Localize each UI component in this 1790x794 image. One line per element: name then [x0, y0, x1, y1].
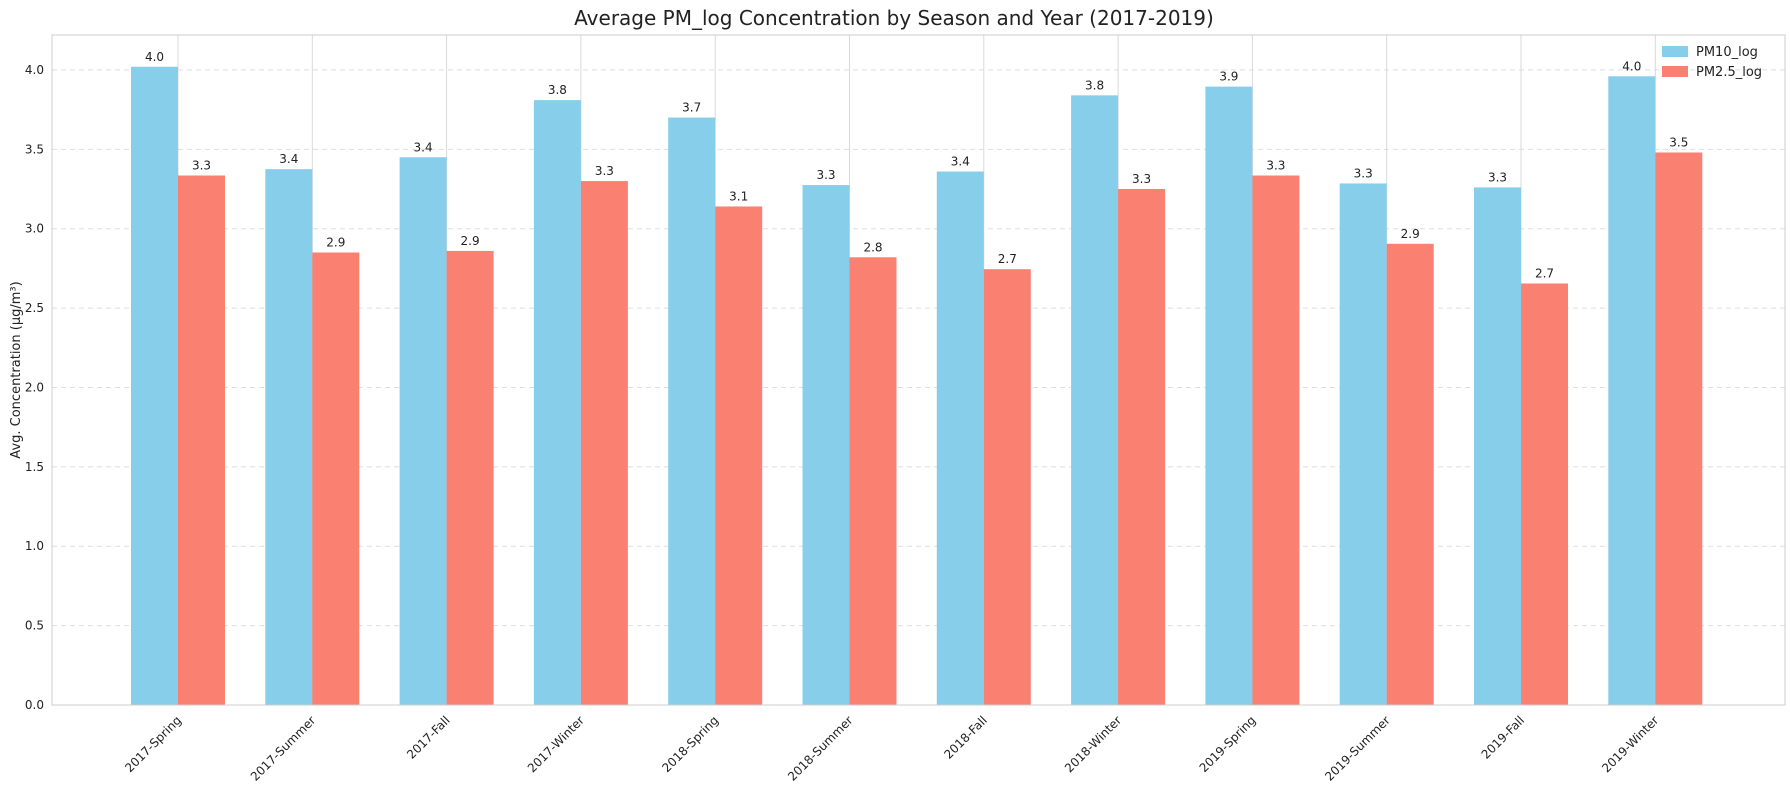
- x-tick-label: 2019-Summer: [1322, 713, 1393, 784]
- data-label: 3.3: [192, 159, 211, 173]
- bar-pm2-5-log: [1521, 283, 1568, 705]
- data-label: 2.7: [998, 252, 1017, 266]
- x-tick-label: 2018-Fall: [941, 713, 990, 762]
- chart-title: Average PM_log Concentration by Season a…: [574, 6, 1214, 30]
- data-label: 3.3: [1354, 166, 1373, 180]
- data-label: 3.4: [951, 155, 970, 169]
- data-label: 3.3: [1266, 159, 1285, 173]
- bar-pm2-5-log: [715, 206, 763, 706]
- data-label: 3.7: [682, 101, 701, 115]
- x-tick-label: 2017-Summer: [248, 713, 319, 784]
- data-label: 3.8: [1085, 78, 1104, 92]
- y-tick-label: 2.0: [25, 380, 44, 394]
- bar-pm10-log: [533, 100, 581, 705]
- x-tick-label: 2018-Winter: [1062, 713, 1124, 775]
- bar-pm2-5-log: [983, 269, 1031, 705]
- bar-pm2-5-log: [580, 181, 628, 705]
- data-label: 3.5: [1669, 135, 1688, 149]
- x-tick-label: 2017-Spring: [122, 713, 184, 775]
- data-label: 3.8: [548, 83, 567, 97]
- data-label: 3.3: [595, 164, 614, 178]
- data-label: 3.4: [414, 140, 433, 154]
- y-tick-label: 4.0: [25, 63, 44, 77]
- bar-pm2-5-log: [1118, 189, 1166, 705]
- x-tick-label: 2018-Summer: [785, 713, 856, 784]
- legend-label: PM2.5_log: [1696, 65, 1762, 80]
- legend-swatch: [1662, 46, 1688, 57]
- y-tick-label: 0.0: [25, 698, 44, 712]
- data-label: 2.7: [1535, 266, 1554, 280]
- data-label: 3.9: [1219, 70, 1238, 84]
- y-tick-label: 3.5: [25, 142, 44, 156]
- bar-pm10-log: [1474, 187, 1521, 706]
- data-label: 4.0: [1622, 59, 1641, 73]
- x-tick-label: 2017-Fall: [404, 713, 453, 762]
- bar-pm10-log: [1205, 86, 1253, 705]
- bar-pm10-log: [399, 157, 447, 705]
- y-tick-label: 3.0: [25, 222, 44, 236]
- data-label: 2.9: [326, 236, 345, 250]
- bar-pm2-5-log: [849, 257, 897, 705]
- data-labels-layer: 4.0 3.4 3.4 3.8 3.7 3.3 3.4 3.8 3.9 3.3 3.3 4.0 3.3 2…: [145, 50, 1688, 281]
- bar-pm10-log: [1071, 95, 1119, 705]
- data-label: 3.4: [279, 152, 298, 166]
- bars-layer: [131, 66, 1703, 706]
- bar-pm2-5-log: [1386, 243, 1434, 706]
- y-tick-label: 1.0: [25, 539, 44, 553]
- x-tick-label: 2019-Winter: [1599, 713, 1661, 775]
- bar-pm10-log: [802, 185, 850, 706]
- bar-pm10-log: [131, 66, 178, 706]
- y-tick-label: 2.5: [25, 301, 44, 315]
- x-tick-label: 2018-Spring: [659, 713, 721, 775]
- data-label: 2.8: [863, 240, 882, 254]
- bar-pm10-log: [668, 117, 716, 705]
- x-tick-label: 2017-Winter: [525, 713, 587, 775]
- data-label: 3.3: [816, 168, 835, 182]
- legend-swatch: [1662, 66, 1688, 77]
- bar-pm2-5-log: [178, 175, 225, 706]
- bar-pm2-5-log: [312, 252, 360, 705]
- x-tick-label: 2019-Fall: [1479, 713, 1528, 762]
- y-axis-label: Avg. Concentration (μg/m³): [9, 281, 24, 458]
- bar-pm2-5-log: [1655, 152, 1703, 705]
- bar-pm2-5-log: [1252, 175, 1300, 706]
- legend: PM10_log PM2.5_log: [1662, 45, 1762, 80]
- bar-pm2-5-log: [446, 250, 494, 705]
- bar-pm10-log: [1608, 76, 1656, 706]
- plot-frame: [51, 34, 1786, 706]
- data-label: 3.3: [1488, 170, 1507, 184]
- y-tick-label: 1.5: [25, 460, 44, 474]
- x-tick-label: 2019-Spring: [1197, 713, 1259, 775]
- y-tick-label: 0.5: [25, 619, 44, 633]
- data-label: 3.3: [1132, 172, 1151, 186]
- bar-pm10-log: [936, 171, 984, 705]
- data-label: 3.1: [729, 189, 748, 203]
- data-label: 2.9: [461, 234, 480, 248]
- data-label: 4.0: [145, 50, 164, 64]
- bar-pm10-log: [1339, 183, 1387, 705]
- bar-pm10-log: [265, 169, 313, 706]
- data-label: 2.9: [1401, 227, 1420, 241]
- legend-label: PM10_log: [1696, 45, 1758, 60]
